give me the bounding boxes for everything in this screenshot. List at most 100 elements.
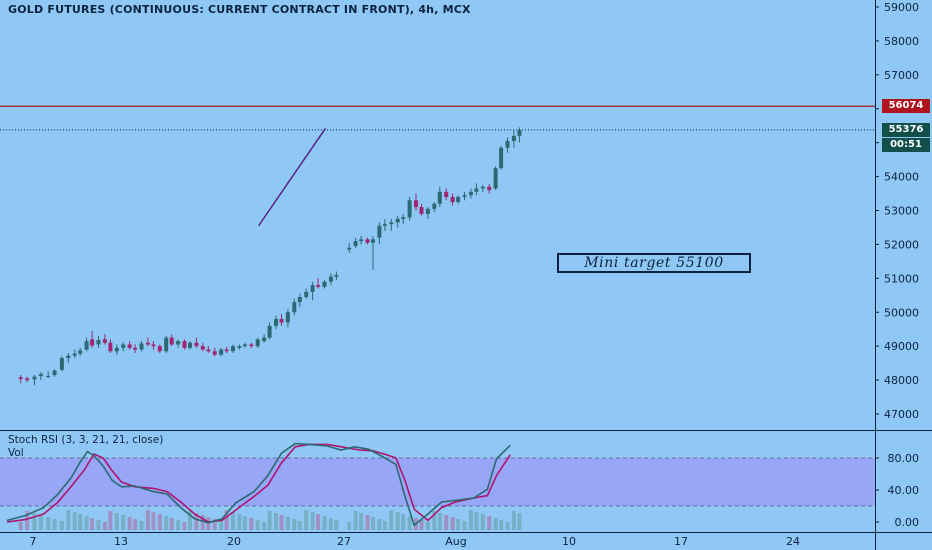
candle-bearish[interactable] bbox=[200, 346, 205, 350]
candle-bullish[interactable] bbox=[425, 208, 430, 214]
candle-bullish[interactable] bbox=[297, 296, 302, 303]
candle-bullish[interactable] bbox=[267, 325, 272, 338]
target-annotation[interactable]: Mini target 55100 bbox=[557, 253, 751, 273]
candle-bullish[interactable] bbox=[389, 222, 394, 225]
volume-bar bbox=[237, 514, 242, 530]
candle-bullish[interactable] bbox=[517, 129, 522, 136]
candle-bearish[interactable] bbox=[279, 319, 284, 323]
candle-bullish[interactable] bbox=[255, 339, 260, 347]
candle-bullish[interactable] bbox=[377, 225, 382, 238]
candle-bullish[interactable] bbox=[237, 346, 242, 348]
candle-bearish[interactable] bbox=[25, 378, 30, 381]
candle-bearish[interactable] bbox=[249, 344, 254, 347]
candle-bearish[interactable] bbox=[224, 349, 229, 352]
candle-bullish[interactable] bbox=[382, 224, 387, 226]
candle-bullish[interactable] bbox=[72, 353, 77, 356]
candle-bearish[interactable] bbox=[444, 191, 449, 197]
candle-bullish[interactable] bbox=[52, 370, 57, 375]
candle-bullish[interactable] bbox=[78, 350, 83, 354]
trend-line[interactable] bbox=[258, 127, 327, 227]
candle-bullish[interactable] bbox=[242, 344, 247, 347]
stoch-k-line[interactable] bbox=[6, 442, 511, 527]
candle-bullish[interactable] bbox=[96, 340, 101, 345]
candle-bearish[interactable] bbox=[182, 341, 187, 348]
volume-bar bbox=[359, 513, 364, 530]
candle-bearish[interactable] bbox=[316, 285, 321, 287]
candle-bullish[interactable] bbox=[493, 168, 498, 189]
candle-bullish[interactable] bbox=[468, 191, 473, 196]
price-tick-label: 59000 bbox=[884, 1, 919, 14]
candle-bullish[interactable] bbox=[322, 281, 327, 287]
candle-bearish[interactable] bbox=[145, 342, 150, 345]
stoch-d-line[interactable] bbox=[6, 443, 511, 523]
candle-bearish[interactable] bbox=[102, 339, 107, 343]
candle-bullish[interactable] bbox=[188, 342, 192, 348]
candle-bearish[interactable] bbox=[206, 349, 211, 352]
candle-bearish[interactable] bbox=[18, 377, 23, 380]
volume-bar bbox=[242, 516, 247, 530]
candle-bullish[interactable] bbox=[164, 337, 169, 352]
candle-bullish[interactable] bbox=[38, 373, 43, 377]
stoch-rsi-label[interactable]: Stoch RSI (3, 3, 21, 21, close) bbox=[8, 434, 164, 446]
candle-bullish[interactable] bbox=[505, 140, 510, 148]
candle-bullish[interactable] bbox=[353, 241, 358, 247]
candle-bearish[interactable] bbox=[194, 342, 199, 347]
volume-bar bbox=[511, 511, 516, 530]
candle-bearish[interactable] bbox=[212, 351, 217, 355]
candle-bullish[interactable] bbox=[59, 358, 64, 370]
candle-bullish[interactable] bbox=[432, 203, 437, 209]
candle-bullish[interactable] bbox=[456, 196, 461, 203]
candle-bullish[interactable] bbox=[407, 200, 412, 218]
candle-bullish[interactable] bbox=[499, 147, 504, 169]
candle-bullish[interactable] bbox=[32, 376, 37, 380]
candle-bullish[interactable] bbox=[437, 191, 442, 204]
volume-bar bbox=[224, 510, 229, 530]
candle-bullish[interactable] bbox=[139, 343, 144, 350]
candle-bearish[interactable] bbox=[169, 337, 174, 345]
candle-bullish[interactable] bbox=[347, 247, 352, 250]
volume-bar bbox=[334, 520, 339, 530]
candle-bullish[interactable] bbox=[359, 239, 364, 242]
candle-bullish[interactable] bbox=[66, 355, 71, 359]
candle-bearish[interactable] bbox=[108, 342, 113, 352]
time-tick-label: 24 bbox=[786, 535, 800, 548]
candle-bearish[interactable] bbox=[127, 344, 132, 348]
price-pane-background bbox=[0, 0, 875, 430]
candle-bearish[interactable] bbox=[487, 186, 492, 191]
volume-label[interactable]: Vol bbox=[8, 447, 24, 459]
candle-bullish[interactable] bbox=[46, 376, 51, 378]
candle-bearish[interactable] bbox=[151, 344, 156, 347]
candle-bullish[interactable] bbox=[511, 135, 516, 141]
candle-bullish[interactable] bbox=[285, 312, 290, 323]
candle-bearish[interactable] bbox=[450, 196, 455, 203]
candle-bearish[interactable] bbox=[365, 239, 370, 243]
candle-bullish[interactable] bbox=[395, 218, 400, 223]
candle-bullish[interactable] bbox=[304, 291, 309, 297]
candle-bearish[interactable] bbox=[414, 200, 419, 208]
volume-bar bbox=[200, 515, 205, 530]
candle-bullish[interactable] bbox=[121, 344, 126, 348]
candle-bullish[interactable] bbox=[274, 319, 279, 326]
candle-bullish[interactable] bbox=[231, 346, 236, 352]
candle-bullish[interactable] bbox=[474, 188, 479, 192]
candle-bullish[interactable] bbox=[401, 217, 406, 219]
candle-bullish[interactable] bbox=[114, 347, 119, 352]
price-tick-label: 52000 bbox=[884, 238, 919, 251]
candle-bullish[interactable] bbox=[480, 186, 485, 189]
candle-bearish[interactable] bbox=[419, 207, 424, 214]
volume-bar bbox=[59, 521, 64, 530]
candle-bullish[interactable] bbox=[219, 349, 224, 355]
candle-bullish[interactable] bbox=[462, 195, 467, 197]
candle-bullish[interactable] bbox=[176, 341, 181, 345]
candle-bearish[interactable] bbox=[90, 339, 95, 346]
candle-bullish[interactable] bbox=[310, 285, 315, 292]
candle-bullish[interactable] bbox=[292, 302, 297, 313]
candle-bearish[interactable] bbox=[133, 347, 138, 350]
candle-bullish[interactable] bbox=[328, 276, 333, 282]
candle-bullish[interactable] bbox=[84, 341, 89, 350]
candle-bullish[interactable] bbox=[334, 274, 339, 277]
candle-bearish[interactable] bbox=[157, 346, 162, 352]
candle-bullish[interactable] bbox=[262, 337, 267, 342]
candle-bullish[interactable] bbox=[371, 239, 375, 243]
